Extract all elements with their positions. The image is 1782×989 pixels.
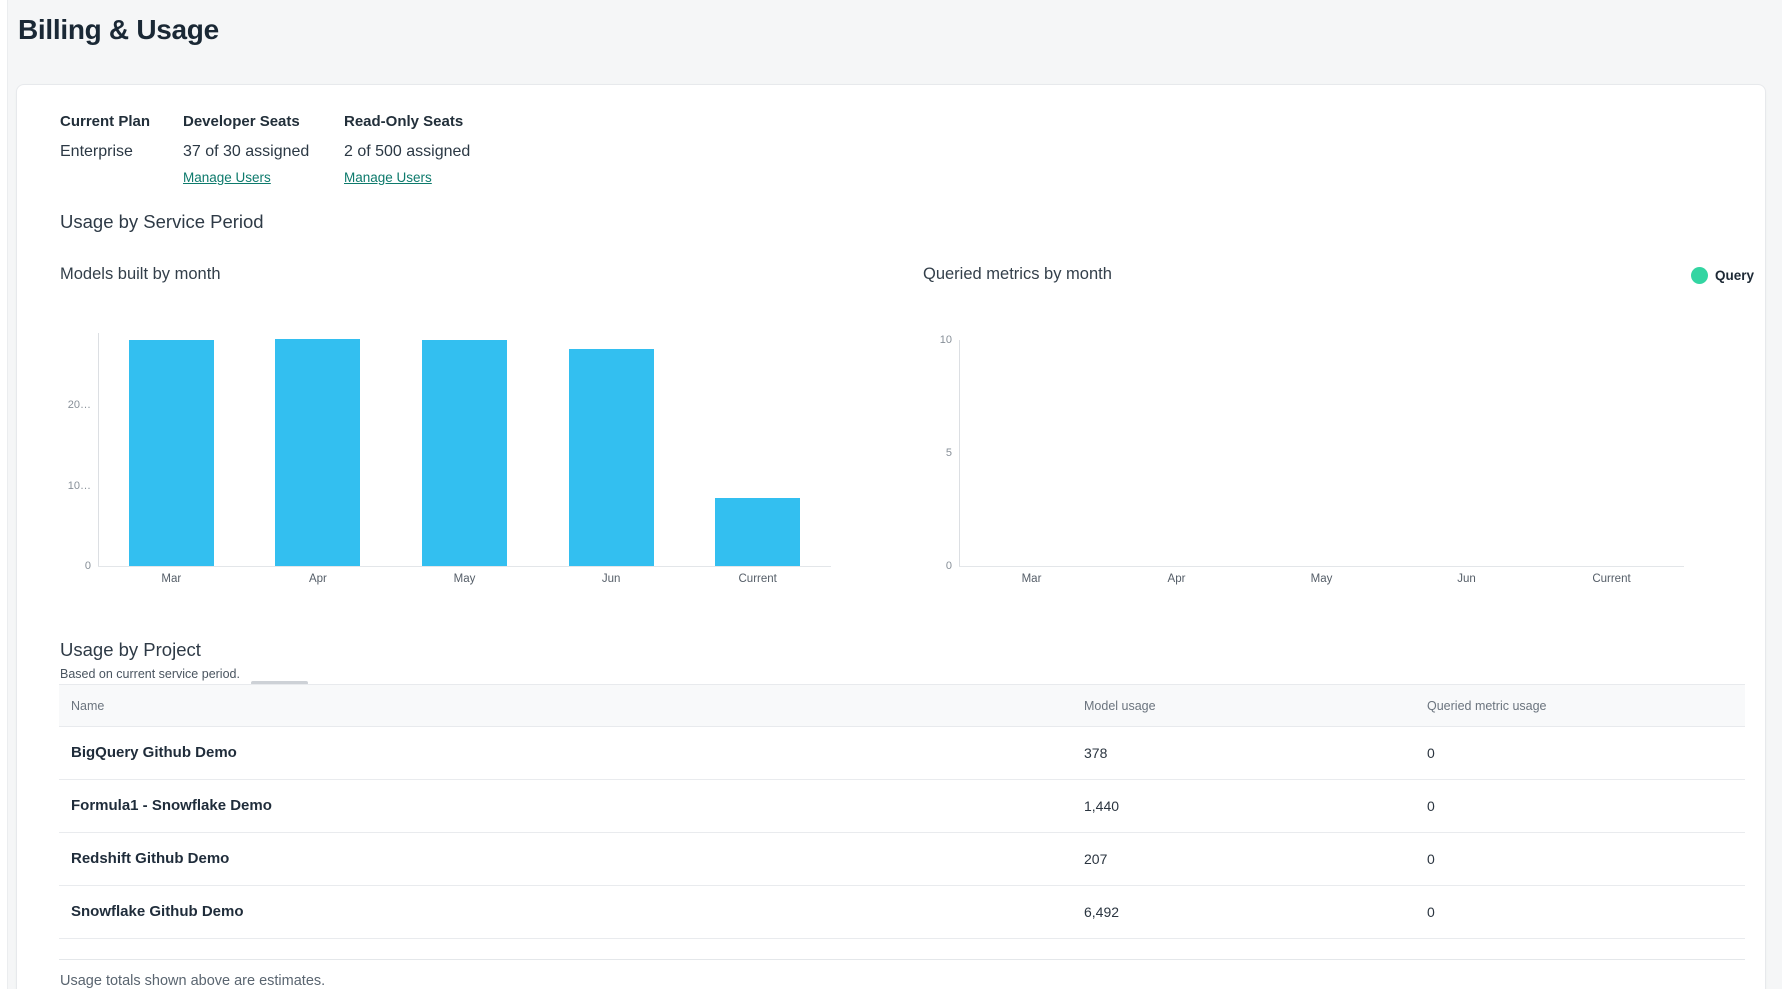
column-header-name: Name [71, 699, 105, 713]
usage-by-project-subtitle: Based on current service period. [60, 667, 240, 681]
x-tick-label: Apr [1167, 573, 1186, 585]
project-name-cell: BigQuery Github Demo [71, 744, 237, 761]
queried-metric-usage-cell: 0 [1427, 851, 1435, 867]
model-usage-cell: 378 [1084, 745, 1108, 761]
manage-developer-users-link[interactable]: Manage Users [183, 170, 271, 185]
current-plan-label: Current Plan [60, 113, 151, 130]
table-row: BigQuery Github Demo 378 0 [59, 727, 1745, 780]
page-left-gutter [0, 0, 8, 989]
y-axis-line [98, 333, 99, 566]
x-tick-label: Apr [308, 573, 327, 585]
table-row: Redshift Github Demo 207 0 [59, 833, 1745, 886]
table-row: Snowflake Github Demo 6,492 0 [59, 886, 1745, 939]
readonly-seats-label: Read-Only Seats [344, 113, 464, 130]
x-axis-line [959, 566, 1684, 567]
y-tick-label: 0 [945, 560, 952, 572]
y-tick-label: 20… [67, 399, 91, 412]
x-tick-label: Jun [1457, 573, 1476, 585]
usage-by-project-title: Usage by Project [60, 639, 201, 660]
model-usage-cell: 6,492 [1084, 904, 1120, 920]
table-row: Formula1 - Snowflake Demo 1,440 0 [59, 780, 1745, 833]
query-legend-dot-icon [1691, 267, 1708, 284]
model-usage-cell: 1,440 [1084, 798, 1120, 814]
x-tick-label: Mar [1021, 573, 1042, 585]
chart-bar-may [422, 340, 507, 566]
models-chart-title: Models built by month [60, 265, 221, 283]
x-tick-label: May [453, 573, 476, 585]
y-tick-label: 10… [67, 479, 91, 492]
project-name-cell: Formula1 - Snowflake Demo [71, 797, 272, 814]
y-tick-label: 0 [84, 560, 91, 572]
x-tick-label: May [1310, 573, 1333, 585]
column-header-queried-metric-usage: Queried metric usage [1427, 699, 1547, 713]
x-tick-label: Jun [601, 573, 621, 585]
queried-metric-usage-cell: 0 [1427, 745, 1435, 761]
current-plan-value: Enterprise [60, 143, 133, 160]
developer-seats-value: 37 of 30 assigned [183, 143, 310, 160]
readonly-seats-value: 2 of 500 assigned [344, 143, 471, 160]
y-tick-label: 10 [939, 334, 952, 346]
y-axis-line [959, 340, 960, 566]
query-legend: Query [1691, 267, 1754, 284]
usage-by-project-table: Name Model usage Queried metric usage Bi… [59, 681, 1745, 939]
x-tick-label: Mar [161, 573, 182, 585]
column-header-model-usage: Model usage [1084, 699, 1156, 713]
table-header-row: Name Model usage Queried metric usage [59, 684, 1745, 727]
x-tick-label: Current [1592, 573, 1631, 585]
usage-by-service-period-title: Usage by Service Period [60, 211, 264, 232]
x-tick-label: Current [738, 573, 777, 585]
model-usage-cell: 207 [1084, 851, 1108, 867]
chart-bar-current [715, 497, 801, 566]
project-name-cell: Redshift Github Demo [71, 850, 230, 867]
manage-readonly-users-link[interactable]: Manage Users [344, 170, 432, 185]
x-axis-line [98, 566, 831, 567]
page-title: Billing & Usage [18, 14, 219, 45]
usage-estimates-footnote: Usage totals shown above are estimates. [60, 973, 326, 989]
chart-bar-jun [568, 349, 654, 566]
metrics-chart-title: Queried metrics by month [923, 265, 1112, 283]
queried-metric-usage-cell: 0 [1427, 904, 1435, 920]
footer-divider [59, 959, 1745, 960]
table-scrollbar-thumb[interactable] [251, 681, 308, 685]
billing-card: Current Plan Developer Seats Read-Only S… [16, 84, 1766, 989]
chart-bar-mar [128, 340, 214, 566]
query-legend-label: Query [1715, 268, 1755, 283]
table-body: BigQuery Github Demo 378 0 Formula1 - Snowf… [59, 727, 1745, 939]
queried-metric-usage-cell: 0 [1427, 798, 1435, 814]
developer-seats-label: Developer Seats [183, 113, 300, 130]
chart-bar-apr [275, 338, 361, 566]
y-tick-label: 5 [945, 447, 952, 459]
project-name-cell: Snowflake Github Demo [71, 903, 244, 920]
